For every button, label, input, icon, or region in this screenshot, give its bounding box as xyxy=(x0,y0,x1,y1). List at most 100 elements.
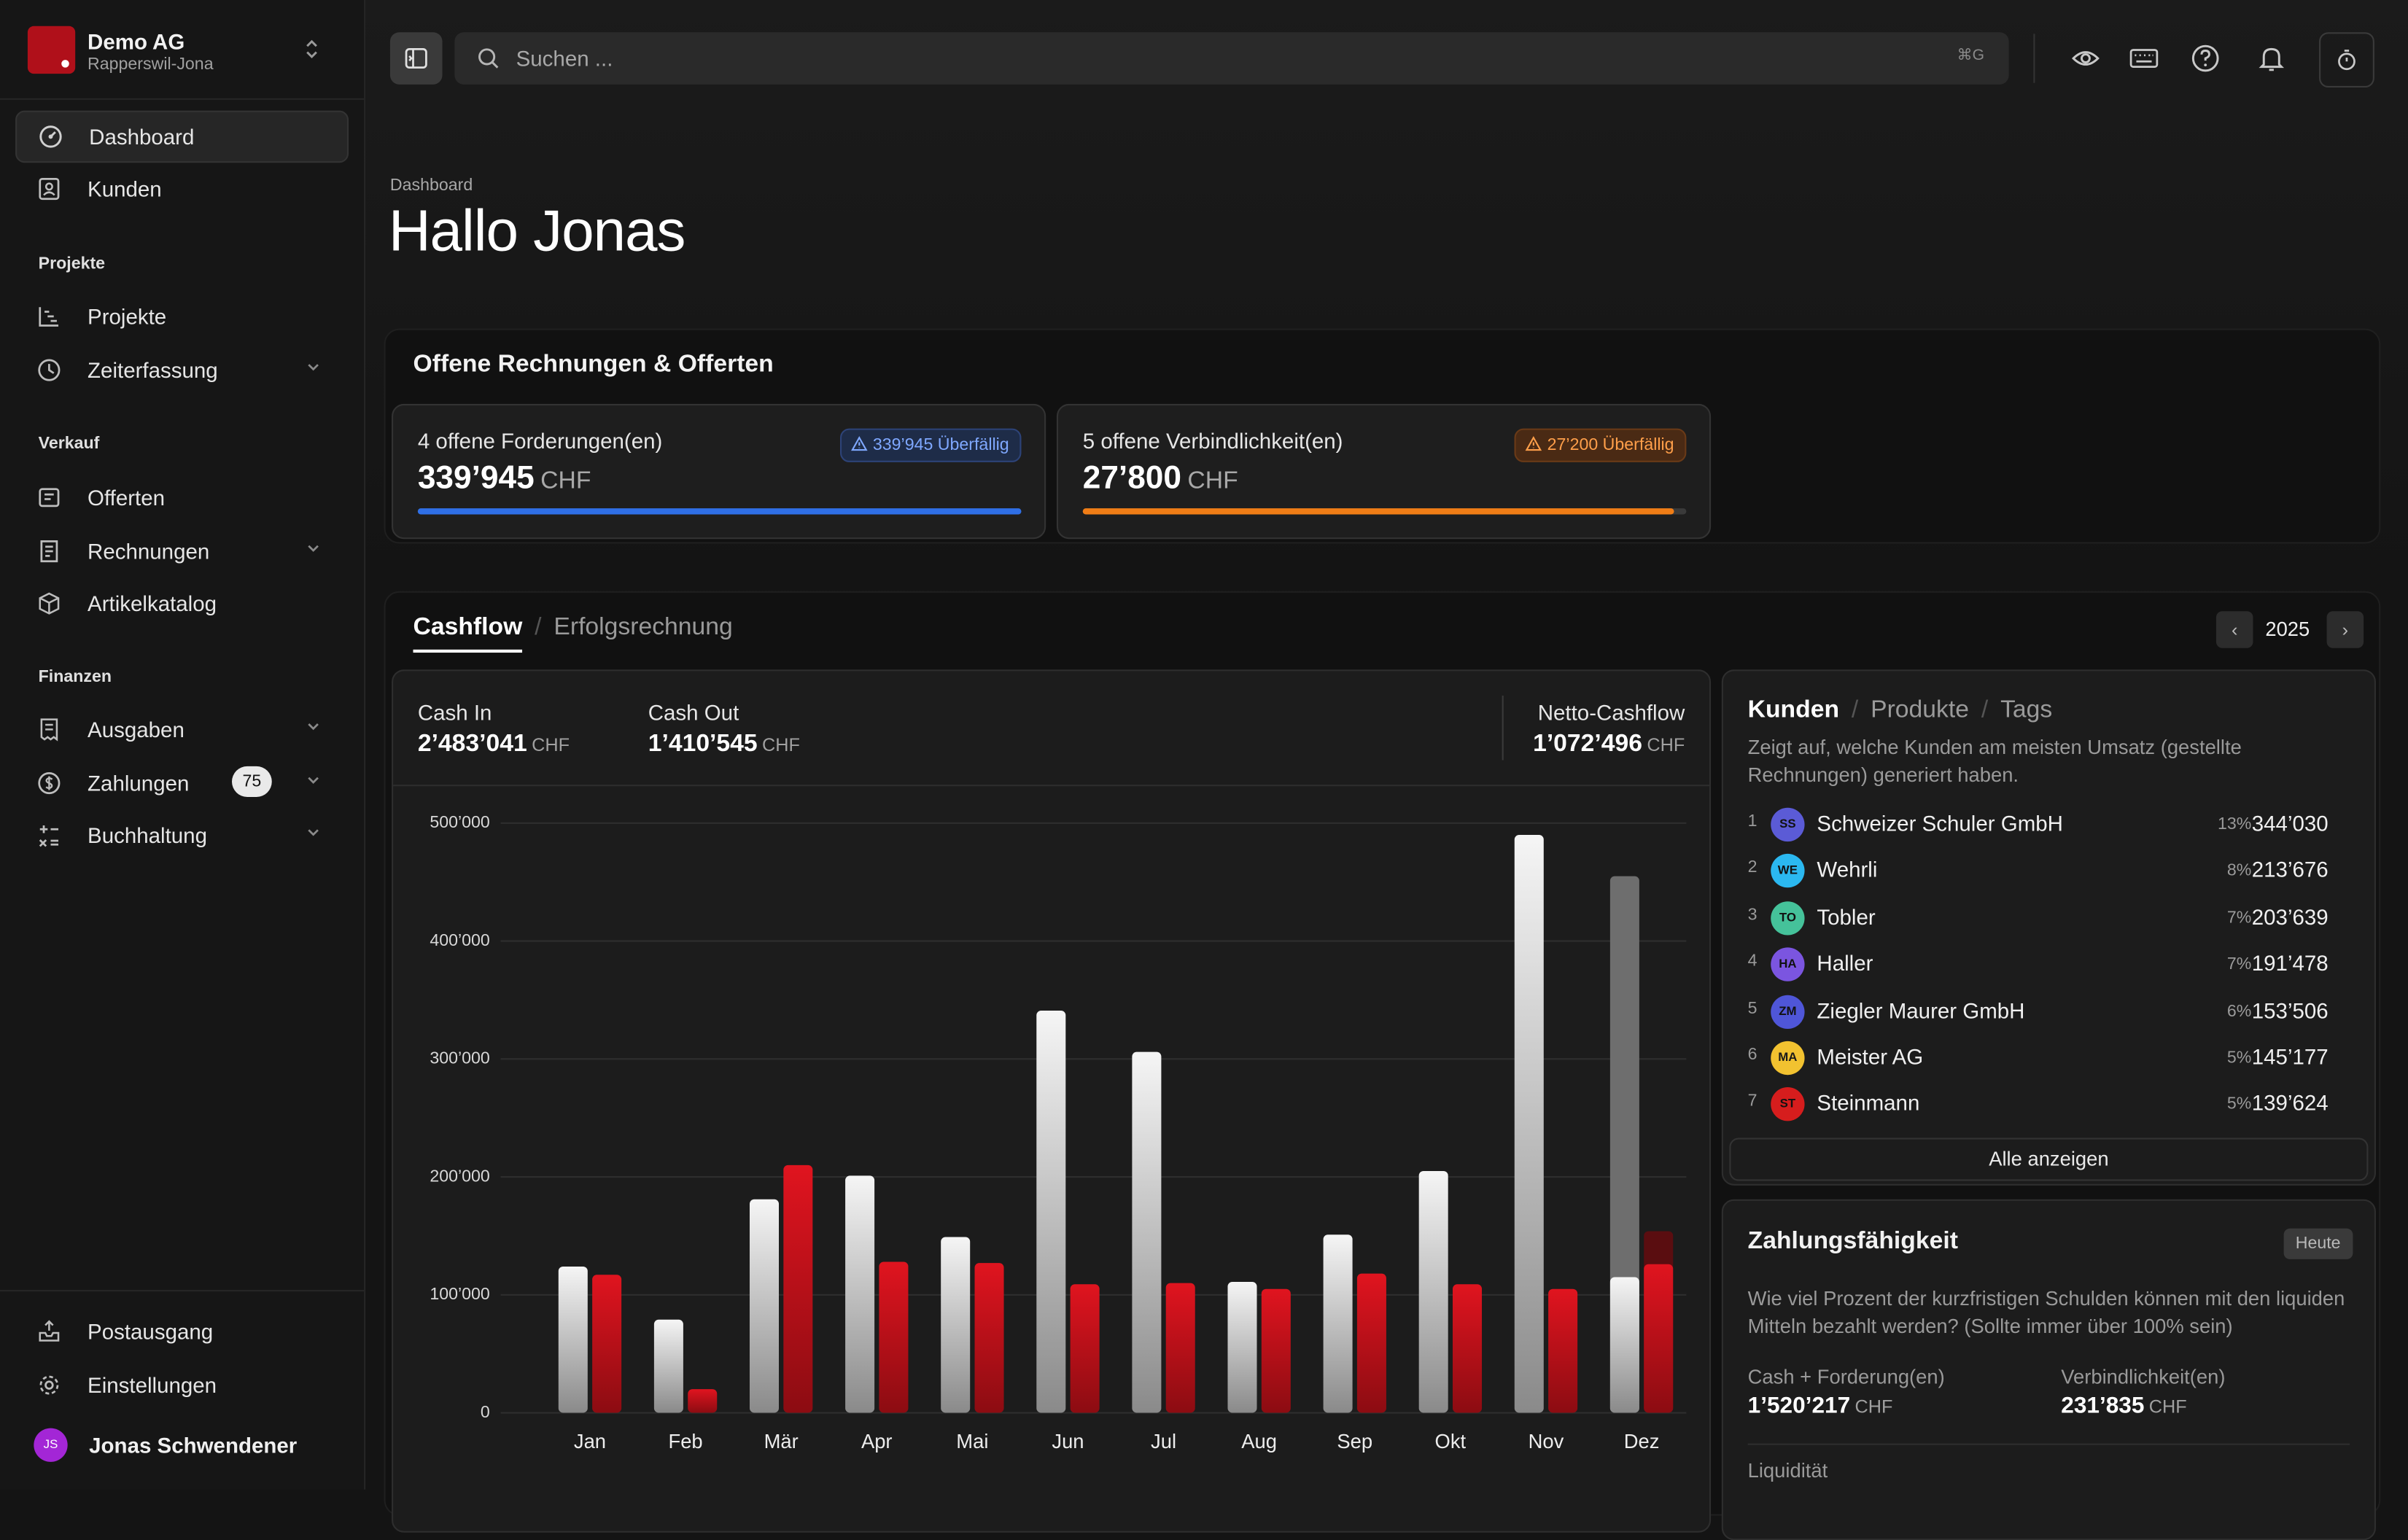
cash-in-bar[interactable] xyxy=(1132,1051,1162,1413)
cash-out-bar[interactable] xyxy=(592,1275,622,1413)
cash-out-bar[interactable] xyxy=(688,1389,718,1413)
sidebar-item-ausgaben[interactable]: Ausgaben xyxy=(15,705,346,754)
x-tick-label: Sep xyxy=(1337,1430,1372,1452)
keyboard-icon[interactable] xyxy=(2129,43,2159,74)
chevron-down-icon[interactable] xyxy=(306,719,321,734)
eye-icon[interactable] xyxy=(2070,43,2101,74)
search-bar[interactable]: Suchen ... ⌘G xyxy=(454,32,2009,85)
customer-row[interactable]: 3 TO Tobler 7% 203’639 xyxy=(1723,896,2353,942)
tab-produkte[interactable]: Produkte xyxy=(1871,697,1969,723)
warning-icon xyxy=(851,436,869,451)
sidebar-item-einstellungen[interactable]: Einstellungen xyxy=(15,1361,346,1409)
tab-erfolgsrechnung[interactable]: Erfolgsrechnung xyxy=(554,614,733,641)
cash-out-bar[interactable] xyxy=(1548,1288,1578,1413)
cash-in-stat: Cash In 2’483’041 CHF xyxy=(418,700,570,758)
bell-icon[interactable] xyxy=(2256,43,2287,74)
sidebar-item-artikelkatalog[interactable]: Artikelkatalog xyxy=(15,579,346,628)
cash-in-bar[interactable] xyxy=(941,1237,971,1413)
tab-kunden[interactable]: Kunden xyxy=(1747,697,1840,723)
customer-row[interactable]: 6 MA Meister AG 5% 145’177 xyxy=(1723,1037,2353,1083)
avatar[interactable]: JS xyxy=(34,1428,68,1462)
payables-card[interactable]: 5 offene Verbindlichkeit(en) 27’200 Über… xyxy=(1056,403,1712,540)
cash-in-bar[interactable] xyxy=(1609,1277,1639,1413)
chevron-down-icon[interactable] xyxy=(306,359,321,375)
customer-name: Haller xyxy=(1817,951,1873,976)
section-title: Verkauf xyxy=(38,434,100,454)
chart-steps-icon xyxy=(39,307,59,327)
chevron-updown-icon[interactable] xyxy=(304,37,319,62)
customer-revenue: 153’506 xyxy=(2251,998,2329,1022)
customer-row[interactable]: 7 ST Steinmann 5% 139’624 xyxy=(1723,1084,2353,1129)
stat-label: Cash In xyxy=(417,700,492,726)
customer-row[interactable]: 4 HA Haller 7% 191’478 xyxy=(1723,943,2353,989)
stat-value: 2’483’041 xyxy=(417,731,527,758)
cash-in-bar[interactable] xyxy=(1036,1010,1066,1413)
tab-cashflow[interactable]: Cashflow xyxy=(413,614,523,653)
cash-in-bar[interactable] xyxy=(1323,1234,1353,1413)
cash-out-bar[interactable] xyxy=(1261,1288,1291,1413)
help-icon[interactable] xyxy=(2190,43,2221,74)
sidebar-item-postausgang[interactable]: Postausgang xyxy=(15,1307,346,1356)
prev-year-button[interactable]: ‹ xyxy=(2215,611,2253,648)
outbox-icon xyxy=(39,1320,60,1342)
breadcrumb[interactable]: Dashboard xyxy=(389,176,473,195)
cash-in-bar[interactable] xyxy=(1227,1281,1257,1413)
clock-icon xyxy=(38,359,61,381)
cash-out-bar[interactable] xyxy=(879,1261,909,1413)
chevron-down-icon[interactable] xyxy=(306,825,321,840)
stat-label: Cash Out xyxy=(648,700,739,726)
x-tick-label: Jul xyxy=(1151,1430,1176,1452)
cash-in-bar[interactable] xyxy=(749,1199,780,1413)
cash-out-bar[interactable] xyxy=(1356,1273,1386,1413)
cash-out-bar[interactable] xyxy=(1070,1284,1100,1413)
x-tick-label: Mär xyxy=(764,1430,799,1452)
cash-in-bar[interactable] xyxy=(1514,834,1544,1413)
cash-in-bar[interactable] xyxy=(653,1319,683,1413)
currency: CHF xyxy=(540,468,591,495)
sidebar-item-kunden[interactable]: Kunden xyxy=(15,164,346,213)
receivables-card[interactable]: 4 offene Forderungen(en) 339’945 Überfäl… xyxy=(392,403,1046,540)
chevron-down-icon[interactable] xyxy=(306,772,321,788)
cash-out-bar[interactable] xyxy=(1453,1284,1483,1413)
stopwatch-icon xyxy=(2338,50,2355,71)
cash-out-bar[interactable] xyxy=(1644,1264,1674,1413)
receivables-progress xyxy=(417,508,1022,515)
liquidity-card: Zahlungsfähigkeit Heute Wie viel Prozent… xyxy=(1721,1199,2376,1540)
customer-row[interactable]: 2 WE Wehrli 8% 213’676 xyxy=(1723,849,2353,895)
org-switcher[interactable]: Demo AG Rapperswil-Jona xyxy=(27,26,350,79)
cash-out-bar[interactable] xyxy=(1165,1283,1195,1413)
x-tick-label: Mai xyxy=(956,1430,988,1452)
search-input[interactable]: Suchen ... xyxy=(516,46,613,71)
sidebar: Demo AG Rapperswil-Jona Dashboard Kunden… xyxy=(0,0,366,1490)
open-invoices-panel: Offene Rechnungen & Offerten 4 offene Fo… xyxy=(384,328,2381,544)
y-tick-label: 400’000 xyxy=(430,930,489,949)
receivables-amount: 339’945 CHF xyxy=(418,461,591,498)
cash-in-bar[interactable] xyxy=(1418,1170,1448,1413)
customer-avatar: SS xyxy=(1771,807,1805,842)
next-year-button[interactable]: › xyxy=(2326,611,2364,648)
sidebar-item-buchhaltung[interactable]: Buchhaltung xyxy=(15,811,346,860)
chevron-down-icon[interactable] xyxy=(306,540,321,556)
user-name[interactable]: Jonas Schwendener xyxy=(89,1432,298,1458)
cash-out-bar[interactable] xyxy=(783,1164,813,1413)
stat-value: 1’410’545 xyxy=(648,731,758,758)
sidebar-item-projekte[interactable]: Projekte xyxy=(15,292,346,341)
sidebar-item-label: Projekte xyxy=(88,303,167,329)
cash-in-bar[interactable] xyxy=(558,1266,588,1413)
date-badge[interactable]: Heute xyxy=(2283,1228,2353,1259)
tab-tags[interactable]: Tags xyxy=(2000,697,2053,723)
y-tick-label: 500’000 xyxy=(430,812,489,831)
customer-row[interactable]: 1 SS Schweizer Schuler GmbH 13% 344’030 xyxy=(1723,803,2353,849)
customer-row[interactable]: 5 ZM Ziegler Maurer GmbH 6% 153’506 xyxy=(1723,990,2353,1036)
x-tick-label: Okt xyxy=(1435,1430,1467,1452)
cash-out-bar[interactable] xyxy=(974,1263,1004,1413)
sidebar-item-zahlungen[interactable]: Zahlungen 75 xyxy=(15,758,346,807)
sidebar-item-zeiterfassung[interactable]: Zeiterfassung xyxy=(15,346,346,394)
cash-in-bar[interactable] xyxy=(845,1175,875,1413)
timer-button[interactable] xyxy=(2319,32,2374,88)
sidebar-item-dashboard[interactable]: Dashboard xyxy=(15,110,349,163)
sidebar-toggle-button[interactable] xyxy=(389,32,443,85)
sidebar-item-rechnungen[interactable]: Rechnungen xyxy=(15,526,346,575)
show-all-button[interactable]: Alle anzeigen xyxy=(1729,1138,2369,1181)
sidebar-item-offerten[interactable]: Offerten xyxy=(15,473,346,522)
